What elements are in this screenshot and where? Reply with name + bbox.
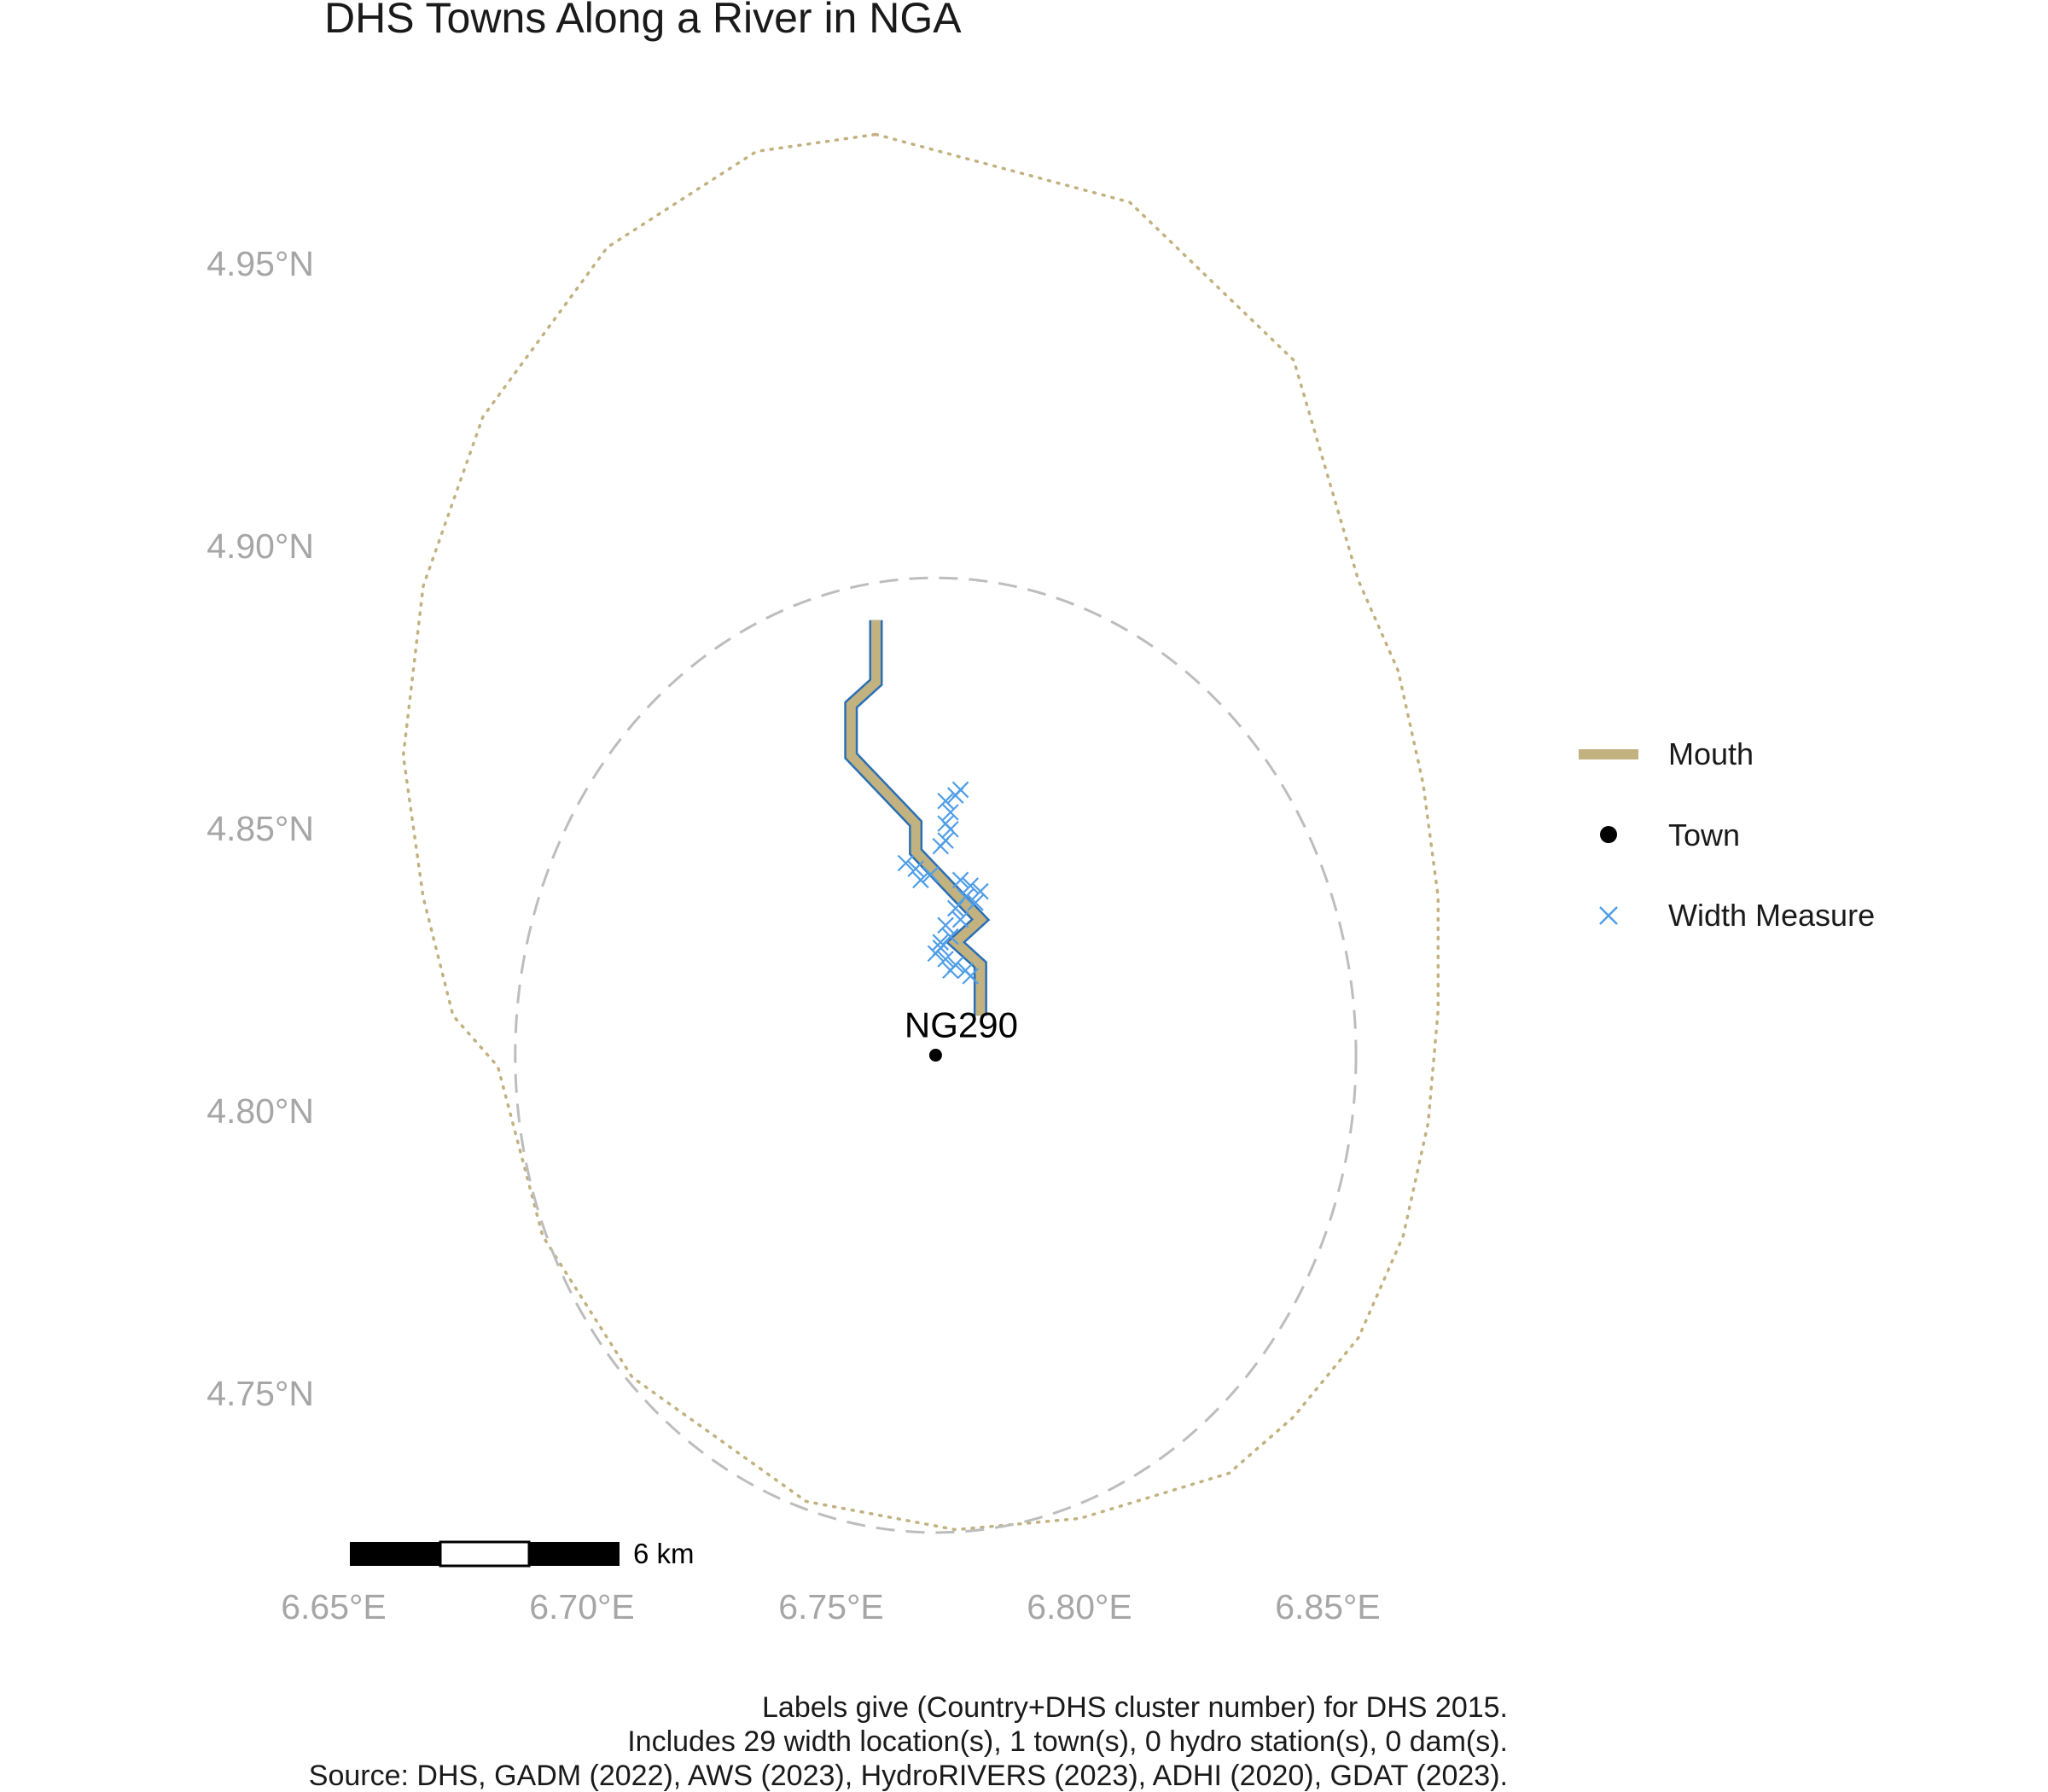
width-measure-point (942, 804, 959, 821)
map-title: DHS Towns Along a River in NGA (324, 0, 962, 42)
y-tick-label: 4.95°N (207, 244, 314, 283)
y-tick-label: 4.75°N (207, 1374, 314, 1413)
town-point (928, 1049, 942, 1062)
width-measure-point (942, 962, 959, 980)
legend-label-town: Town (1668, 817, 1740, 852)
width-measure-point (957, 888, 975, 905)
legend: Mouth Town Width Measure (1579, 736, 1875, 933)
legend-label-width-measure: Width Measure (1668, 898, 1875, 933)
scale-bar-segment (350, 1542, 440, 1566)
width-measure-point (962, 968, 980, 985)
caption: Labels give (Country+DHS cluster number)… (309, 1691, 1508, 1792)
scale-bar-label: 6 km (633, 1538, 695, 1569)
y-tick-label: 4.80°N (207, 1091, 314, 1131)
width-measure-point (912, 871, 929, 889)
legend-key-town (1600, 826, 1617, 843)
x-tick-label: 6.75°E (778, 1587, 884, 1626)
width-measure-point (946, 899, 964, 917)
width-measure-point (937, 916, 954, 934)
width-measure-point (942, 820, 959, 838)
town-label: NG290 (905, 1005, 1018, 1045)
x-axis-labels: 6.65°E 6.70°E 6.75°E 6.80°E 6.85°E (281, 1587, 1381, 1626)
scale-bar: 6 km (350, 1538, 695, 1569)
scale-bar-segment (439, 1540, 531, 1568)
width-measure-point (937, 951, 954, 968)
y-tick-label: 4.90°N (207, 527, 314, 566)
width-measure-point (907, 860, 924, 877)
y-tick-label: 4.85°N (207, 809, 314, 848)
width-measure-point (942, 928, 959, 945)
legend-label-mouth: Mouth (1668, 736, 1754, 771)
x-tick-label: 6.85°E (1275, 1587, 1381, 1626)
width-measure-point (932, 837, 950, 855)
x-tick-label: 6.70°E (529, 1587, 635, 1626)
dashed-town-buffer (514, 576, 1358, 1534)
width-measure-point (972, 882, 989, 900)
caption-line: Includes 29 width location(s), 1 town(s)… (627, 1725, 1508, 1758)
legend-key-width-measure (1599, 906, 1618, 925)
caption-line: Source: DHS, GADM (2022), AWS (2023), Hy… (309, 1760, 1508, 1792)
width-measure-point (962, 877, 980, 894)
scale-bar-segment (529, 1542, 620, 1566)
dotted-buffer-boundary (401, 132, 1440, 1532)
x-tick-label: 6.65°E (281, 1587, 387, 1626)
width-measure-point (932, 940, 950, 957)
x-tick-label: 6.80°E (1027, 1587, 1132, 1626)
width-measure-point (922, 865, 940, 883)
width-measure-point (967, 894, 984, 911)
map-panel: NG290 (401, 132, 1440, 1534)
width-measure-point (951, 911, 969, 928)
y-axis-labels: 4.95°N 4.90°N 4.85°N 4.80°N 4.75°N (207, 244, 314, 1413)
width-measure-point (946, 787, 964, 804)
river-mouth-line (846, 620, 987, 1016)
caption-line: Labels give (Country+DHS cluster number)… (762, 1691, 1508, 1724)
width-measure-point (937, 792, 954, 810)
width-measure-point (951, 871, 969, 889)
width-measure-point (932, 934, 950, 951)
width-measure-point (897, 854, 915, 872)
